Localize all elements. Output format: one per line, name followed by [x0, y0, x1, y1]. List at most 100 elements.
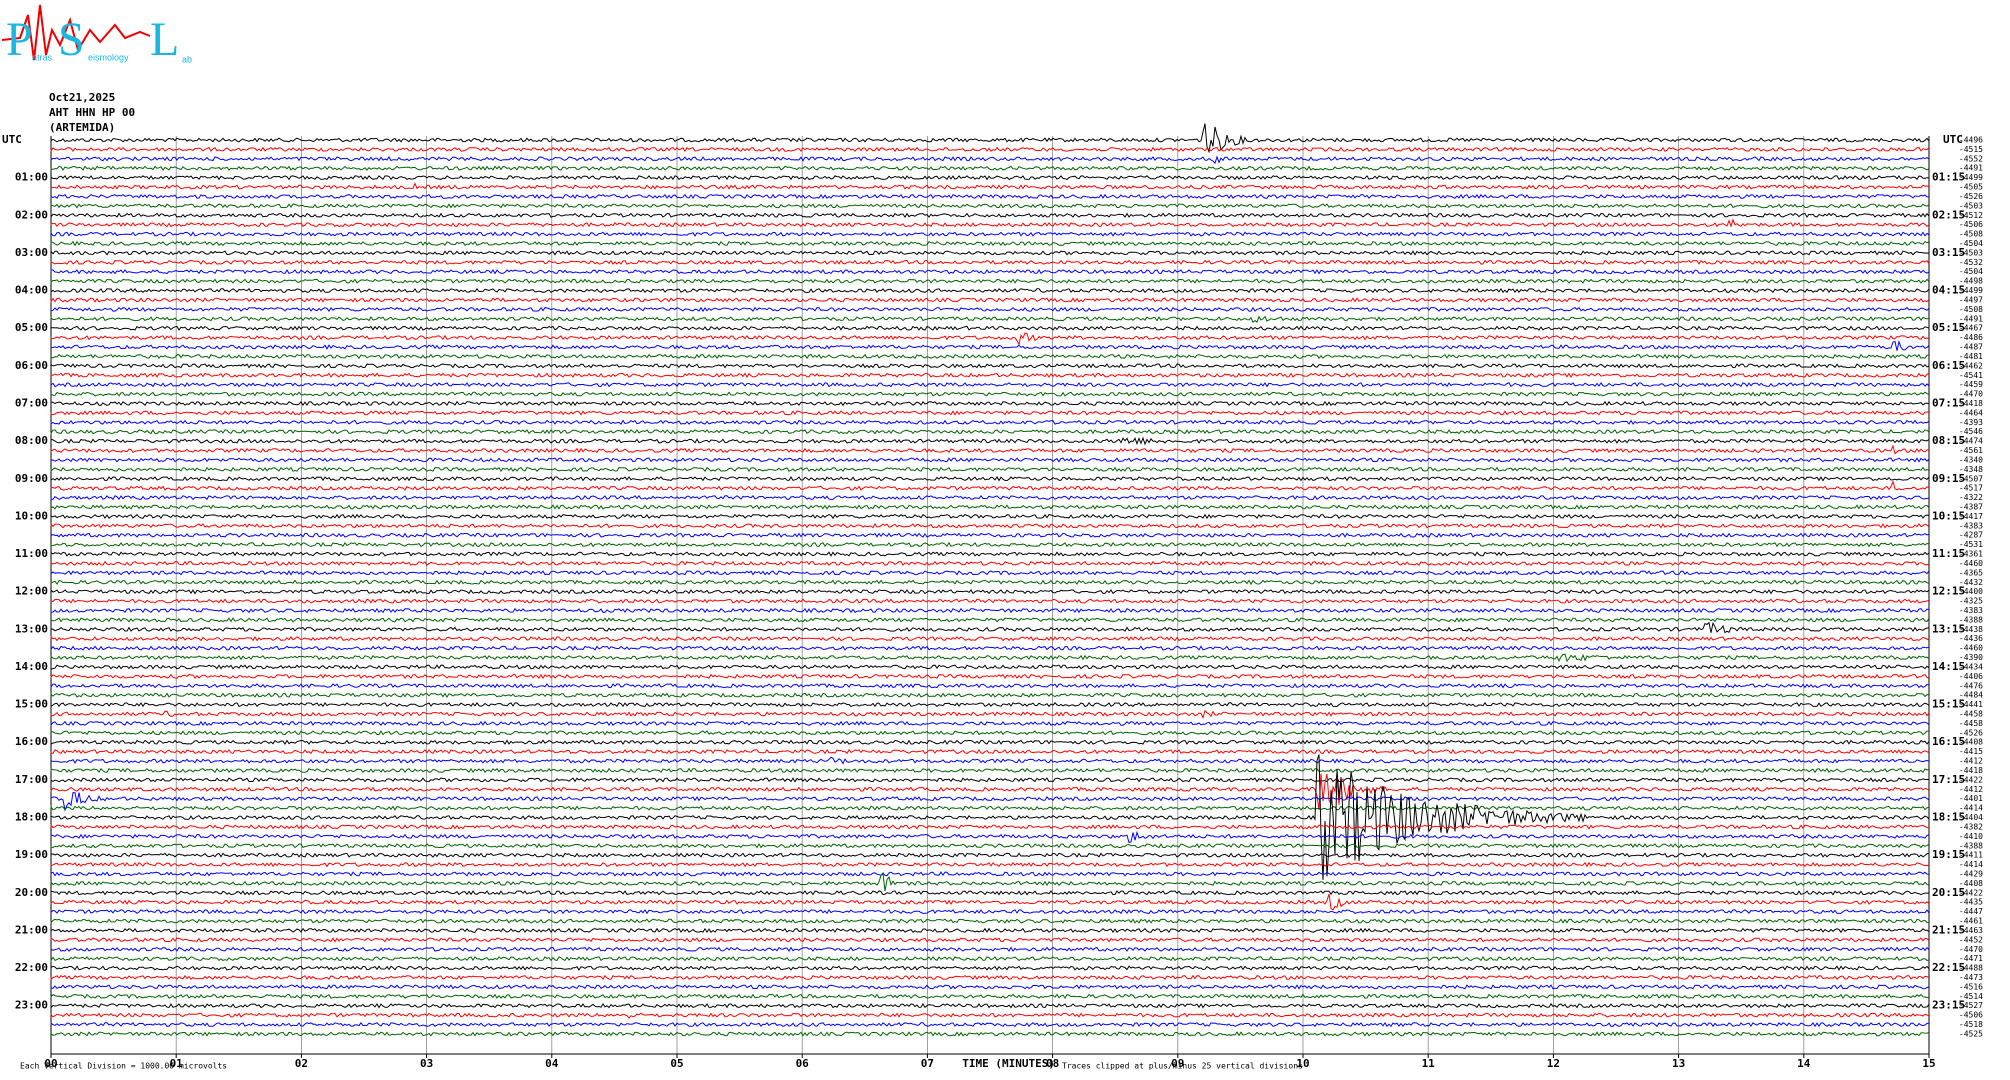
trace-label: -4561: [1959, 446, 1983, 455]
trace-label: -4460: [1959, 644, 1983, 653]
trace: [50, 653, 1930, 663]
trace-label: -4512: [1959, 211, 1983, 220]
trace: [50, 621, 1930, 634]
logo: P S L atras eismology ab: [1, 4, 192, 66]
row-label-left: 22:00: [15, 961, 48, 974]
row-label-right: 16:15: [1932, 735, 1965, 748]
trace: [50, 203, 1930, 209]
trace-label: -4412: [1959, 757, 1983, 766]
trace: [50, 306, 1930, 313]
trace: [50, 297, 1930, 304]
trace: [50, 709, 1930, 719]
row-label-right: 02:15: [1932, 208, 1965, 221]
row-label-right: 13:15: [1932, 622, 1965, 635]
trace: [50, 852, 1930, 858]
trace: [50, 984, 1930, 990]
site: (ARTEMIDA): [49, 121, 115, 134]
trace-label: -4404: [1959, 813, 1983, 822]
trace: [50, 754, 1930, 880]
utc-label: UTC: [1943, 133, 1963, 146]
trace-label: -4383: [1959, 521, 1983, 530]
trace: [50, 494, 1930, 501]
trace: [50, 570, 1930, 576]
trace-label: -4414: [1959, 804, 1983, 813]
trace: [50, 457, 1930, 463]
trace: [50, 504, 1930, 510]
trace: [50, 830, 1930, 844]
trace: [50, 730, 1929, 736]
trace-label: -4507: [1959, 474, 1983, 483]
trace: [50, 372, 1930, 378]
trace-label: -4400: [1959, 587, 1983, 596]
row-label-right: 09:15: [1932, 472, 1965, 485]
trace: [50, 429, 1930, 436]
trace: [50, 772, 1930, 810]
row-label-right: 20:15: [1932, 886, 1965, 899]
trace: [50, 165, 1930, 171]
trace-label: -4546: [1959, 427, 1983, 436]
trace-label: -4418: [1959, 399, 1983, 408]
trace: [50, 720, 1930, 727]
trace: [50, 231, 1930, 237]
x-tick-label: 12: [1547, 1057, 1560, 1070]
trace-label: -4491: [1959, 164, 1983, 173]
trace-label: -4365: [1959, 568, 1983, 577]
trace-label: -4488: [1959, 964, 1983, 973]
trace-label: -4464: [1959, 408, 1983, 417]
trace-label: -4458: [1959, 710, 1983, 719]
trace: [50, 927, 1930, 934]
trace-label: -4471: [1959, 954, 1983, 963]
row-label-right: 21:15: [1932, 923, 1965, 936]
row-label-left: 06:00: [15, 359, 48, 372]
logo-subtext: ab: [182, 54, 192, 64]
trace: [50, 748, 1930, 755]
trace-label: -4514: [1959, 992, 1983, 1001]
trace: [50, 617, 1930, 623]
trace-label: -4459: [1959, 380, 1983, 389]
x-tick-label: 10: [1296, 1057, 1309, 1070]
trace: [50, 636, 1930, 642]
row-label-right: 12:15: [1932, 585, 1965, 598]
x-tick-label: 04: [545, 1057, 559, 1070]
trace: [50, 1003, 1930, 1009]
trace: [50, 340, 1930, 351]
trace: [50, 522, 1930, 529]
trace-label: -4503: [1959, 248, 1983, 257]
trace-label: -4463: [1959, 926, 1983, 935]
trace: [50, 476, 1930, 482]
row-label-left: 13:00: [15, 622, 48, 635]
date: Oct21,2025: [49, 91, 115, 104]
trace: [50, 908, 1930, 915]
trace-label: -4527: [1959, 1001, 1983, 1010]
trace: [50, 993, 1930, 1000]
trace: [50, 240, 1930, 247]
trace-label: -4506: [1959, 220, 1983, 229]
trace-label: -4348: [1959, 465, 1983, 474]
trace-label: -4484: [1959, 691, 1983, 700]
row-label-right: 11:15: [1932, 547, 1965, 560]
trace-label: -4447: [1959, 907, 1983, 916]
trace-label: -4458: [1959, 719, 1983, 728]
trace: [50, 1031, 1930, 1037]
trace-label: -4325: [1959, 597, 1983, 606]
trace-label: -4526: [1959, 728, 1983, 737]
logo-wave: [1, 4, 151, 61]
logo-subtext: atras: [32, 52, 53, 62]
x-axis-title: TIME (MINUTES): [962, 1057, 1055, 1070]
trace: [50, 551, 1930, 557]
trace-label: -4525: [1959, 1029, 1983, 1038]
trace: [50, 269, 1930, 275]
trace-label: -4438: [1959, 625, 1983, 634]
trace-label: -4408: [1959, 738, 1983, 747]
trace-label: -4361: [1959, 550, 1983, 559]
trace-label: -4470: [1959, 945, 1983, 954]
trace: [50, 739, 1930, 745]
trace-label: -4526: [1959, 192, 1983, 201]
row-label-left: 14:00: [15, 660, 48, 673]
trace: [50, 353, 1930, 360]
trace: [50, 872, 1930, 892]
trace-label: -4499: [1959, 173, 1983, 182]
trace: [50, 937, 1930, 943]
row-label-left: 09:00: [15, 472, 48, 485]
